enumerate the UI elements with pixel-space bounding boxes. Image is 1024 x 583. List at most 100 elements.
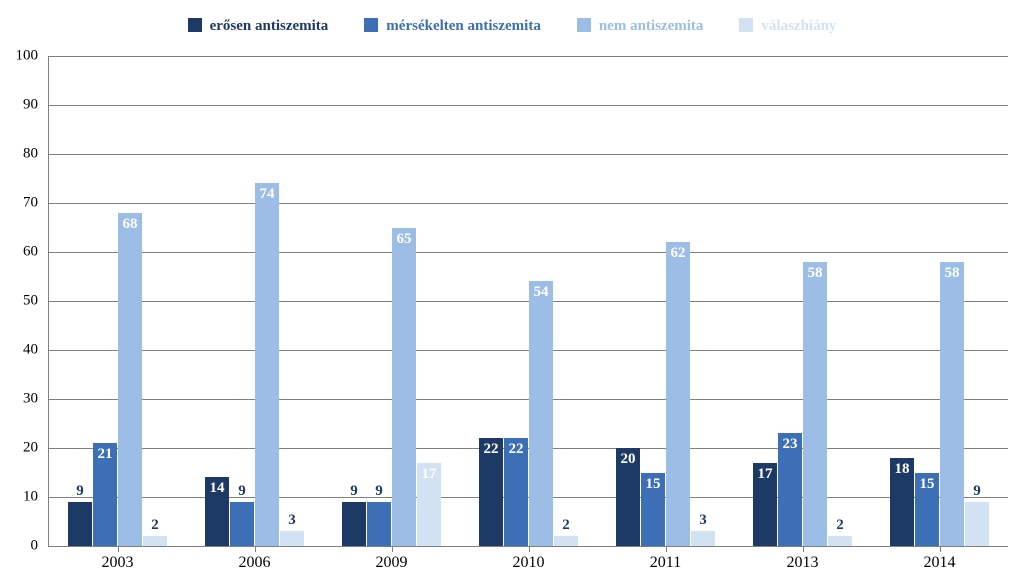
bar-not: 58 [803, 262, 827, 546]
gridline [48, 56, 1008, 57]
bar-label: 9 [65, 483, 95, 500]
gridline [48, 252, 1008, 253]
bar-label: 2 [551, 517, 581, 534]
bar-strong: 14 [205, 477, 229, 546]
legend-item-noresp: válaszhiány [739, 18, 836, 35]
bar-not: 54 [529, 281, 553, 546]
x-tick-label: 2003 [58, 554, 178, 572]
bar-strong: 9 [68, 502, 92, 546]
x-tick [529, 546, 530, 552]
bar-label: 22 [501, 441, 531, 458]
gridline [48, 350, 1008, 351]
legend-item-moderate: mérsékelten antiszemita [364, 18, 541, 35]
plot-area: 0102030405060708090100200392168220061497… [48, 56, 1008, 546]
bar-moderate: 9 [230, 502, 254, 546]
x-tick-label: 2011 [606, 554, 726, 572]
bar-noresp: 2 [143, 536, 167, 546]
bar-not: 62 [666, 242, 690, 546]
legend-item-not: nem antiszemita [577, 18, 704, 35]
bar-not: 65 [392, 228, 416, 547]
bar-label: 21 [90, 446, 120, 463]
y-tick-label: 0 [0, 538, 38, 555]
y-tick-label: 50 [0, 293, 38, 310]
bar-label: 20 [613, 451, 643, 468]
bar-noresp: 2 [828, 536, 852, 546]
bar-moderate: 15 [641, 473, 665, 547]
bar-strong: 22 [479, 438, 503, 546]
bar-moderate: 21 [93, 443, 117, 546]
y-tick-label: 90 [0, 97, 38, 114]
y-tick-label: 80 [0, 146, 38, 163]
chart-container: erősen antiszemita mérsékelten antiszemit… [0, 0, 1024, 583]
bar-label: 15 [638, 476, 668, 493]
bar-label: 54 [526, 284, 556, 301]
legend: erősen antiszemita mérsékelten antiszemit… [0, 18, 1024, 35]
legend-item-strong: erősen antiszemita [188, 18, 329, 35]
bar-label: 3 [277, 512, 307, 529]
bar-label: 2 [825, 517, 855, 534]
bar-strong: 9 [342, 502, 366, 546]
legend-label: erősen antiszemita [210, 18, 329, 34]
bar-not: 58 [940, 262, 964, 546]
x-tick [255, 546, 256, 552]
bar-label: 17 [414, 466, 444, 483]
gridline [48, 105, 1008, 106]
bar-label: 65 [389, 231, 419, 248]
bar-not: 74 [255, 183, 279, 546]
bar-label: 62 [663, 245, 693, 262]
x-tick [392, 546, 393, 552]
bar-noresp: 9 [965, 502, 989, 546]
x-tick-label: 2010 [469, 554, 589, 572]
x-tick [803, 546, 804, 552]
x-tick-label: 2009 [332, 554, 452, 572]
x-tick-label: 2013 [743, 554, 863, 572]
legend-label: mérsékelten antiszemita [386, 18, 541, 34]
legend-label: nem antiszemita [599, 18, 704, 34]
gridline [48, 154, 1008, 155]
x-tick [666, 546, 667, 552]
bar-label: 23 [775, 436, 805, 453]
bar-label: 17 [750, 466, 780, 483]
gridline [48, 399, 1008, 400]
y-tick-label: 10 [0, 489, 38, 506]
bar-label: 15 [912, 476, 942, 493]
bar-label: 9 [962, 483, 992, 500]
y-tick-label: 100 [0, 48, 38, 65]
bar-strong: 18 [890, 458, 914, 546]
bar-moderate: 22 [504, 438, 528, 546]
bar-label: 74 [252, 186, 282, 203]
bar-label: 68 [115, 216, 145, 233]
legend-swatch-not [577, 18, 591, 32]
bar-noresp: 2 [554, 536, 578, 546]
bar-label: 9 [364, 483, 394, 500]
bar-noresp: 17 [417, 463, 441, 546]
bar-moderate: 9 [367, 502, 391, 546]
bar-label: 58 [800, 265, 830, 282]
legend-swatch-noresp [739, 18, 753, 32]
y-tick-label: 70 [0, 195, 38, 212]
bar-strong: 20 [616, 448, 640, 546]
legend-swatch-moderate [364, 18, 378, 32]
gridline [48, 497, 1008, 498]
bar-moderate: 15 [915, 473, 939, 547]
bar-noresp: 3 [280, 531, 304, 546]
bar-strong: 17 [753, 463, 777, 546]
y-tick-label: 30 [0, 391, 38, 408]
bar-label: 9 [227, 483, 257, 500]
gridline [48, 203, 1008, 204]
x-tick-label: 2014 [880, 554, 1000, 572]
y-tick-label: 60 [0, 244, 38, 261]
bar-label: 2 [140, 517, 170, 534]
bar-not: 68 [118, 213, 142, 546]
y-tick-label: 20 [0, 440, 38, 457]
y-tick-label: 40 [0, 342, 38, 359]
legend-swatch-strong [188, 18, 202, 32]
bar-label: 58 [937, 265, 967, 282]
x-tick [940, 546, 941, 552]
x-tick-label: 2006 [195, 554, 315, 572]
bar-noresp: 3 [691, 531, 715, 546]
bar-label: 3 [688, 512, 718, 529]
x-tick [118, 546, 119, 552]
bar-moderate: 23 [778, 433, 802, 546]
legend-label: válaszhiány [761, 18, 836, 34]
